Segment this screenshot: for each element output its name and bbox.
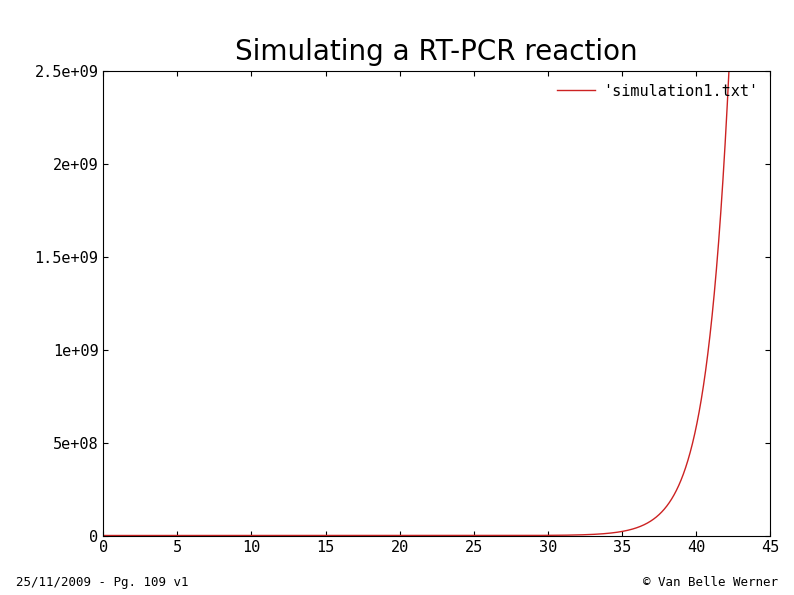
Title: Simulating a RT-PCR reaction: Simulating a RT-PCR reaction (235, 38, 638, 66)
Legend: 'simulation1.txt': 'simulation1.txt' (553, 79, 762, 103)
Text: © Van Belle Werner: © Van Belle Werner (643, 576, 778, 589)
Text: 25/11/2009 - Pg. 109 v1: 25/11/2009 - Pg. 109 v1 (16, 576, 188, 589)
